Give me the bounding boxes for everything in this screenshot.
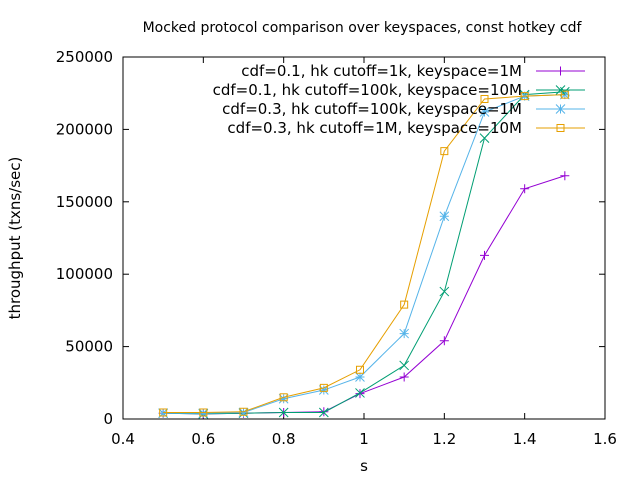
data-point [198, 408, 209, 419]
data-point [480, 250, 489, 260]
y-tick-label: 0 [103, 410, 113, 428]
data-point [278, 393, 289, 404]
data-point [355, 389, 365, 399]
chart-title: Mocked protocol comparison over keyspace… [143, 20, 583, 36]
data-point [238, 407, 249, 418]
y-axis-label: throughput (txns/sec) [6, 157, 24, 320]
legend-item: cdf=0.1, hk cutoff=1k, keyspace=1M [241, 62, 585, 80]
series-line [163, 175, 565, 415]
data-point [480, 94, 489, 103]
data-point [560, 171, 570, 181]
x-tick-label: 1.6 [593, 430, 617, 448]
y-tick-label: 250000 [56, 48, 113, 66]
data-point [400, 300, 409, 309]
legend-item: cdf=0.3, hk cutoff=100k, keyspace=1M [222, 100, 585, 118]
x-tick-label: 1 [359, 430, 369, 448]
data-point [355, 365, 364, 374]
data-point [318, 385, 329, 395]
x-tick-label: 0.4 [111, 430, 135, 448]
series-3 [158, 89, 570, 419]
data-point [319, 383, 328, 392]
data-point [159, 408, 168, 417]
axes: 0.4 0.6 0.8 1 1.2 1.4 1.6 0 50000 100000 150000 200… [56, 48, 617, 448]
data-point [158, 408, 169, 419]
series-layer [158, 86, 570, 419]
series-line [163, 94, 565, 413]
data-point [355, 372, 365, 382]
data-point [556, 66, 565, 76]
data-point [555, 85, 566, 95]
data-point [479, 107, 490, 117]
data-point [399, 372, 409, 382]
legend-label: cdf=0.3, hk cutoff=1M, keyspace=10M [227, 119, 522, 137]
data-point [520, 184, 530, 194]
data-point [319, 407, 329, 417]
legend-label: cdf=0.1, hk cutoff=1k, keyspace=1M [241, 62, 522, 80]
y-tick-label: 100000 [56, 265, 113, 283]
data-point [399, 360, 410, 371]
x-tick-label: 1.4 [513, 430, 537, 448]
series-line [163, 94, 565, 414]
data-point [318, 407, 329, 418]
data-point [439, 336, 449, 346]
legend-item: cdf=0.1, hk cutoff=100k, keyspace=10M [213, 81, 585, 99]
data-point [355, 388, 365, 398]
data-point [560, 90, 569, 99]
x-tick-label: 1.2 [432, 430, 456, 448]
x-axis-label: s [360, 457, 368, 475]
data-point [279, 393, 288, 402]
data-point [199, 408, 208, 417]
data-point [439, 211, 450, 222]
y-tick-label: 200000 [56, 120, 113, 138]
data-point [440, 147, 449, 156]
data-point [239, 407, 248, 416]
x-tick-label: 0.6 [191, 430, 215, 448]
data-point [556, 124, 565, 132]
series-line [163, 91, 565, 415]
y-tick-label: 150000 [56, 193, 113, 211]
legend-label: cdf=0.1, hk cutoff=100k, keyspace=10M [213, 81, 522, 99]
y-tick-label: 50000 [65, 338, 113, 356]
series-4 [159, 90, 569, 417]
legend-item: cdf=0.3, hk cutoff=1M, keyspace=10M [227, 119, 585, 137]
x-tick-label: 0.8 [272, 430, 296, 448]
data-point [439, 286, 450, 297]
data-point [399, 328, 410, 339]
data-point [479, 133, 490, 143]
data-point [278, 407, 289, 418]
legend-label: cdf=0.3, hk cutoff=100k, keyspace=1M [222, 100, 522, 118]
data-point [555, 104, 566, 114]
legend: cdf=0.1, hk cutoff=1k, keyspace=1Mcdf=0.… [213, 62, 585, 137]
data-point [520, 92, 529, 101]
